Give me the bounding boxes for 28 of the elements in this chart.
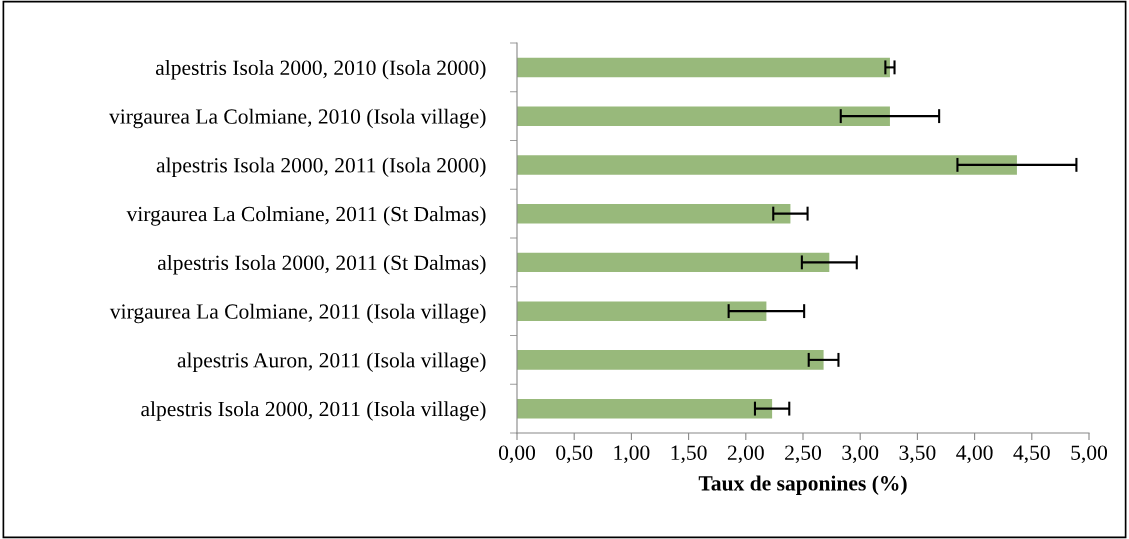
x-tick-label: 0,00	[498, 445, 536, 464]
y-tick-label: alpestris Isola 2000, 2011 (St Dalmas)	[157, 254, 486, 275]
y-tick-label: alpestris Isola 2000, 2011 (Isola village)	[141, 401, 486, 421]
x-tick-label: 1,50	[671, 445, 707, 464]
bar	[517, 252, 830, 273]
y-tick-label: virgaurea La Colmiane, 2010 (Isola village)	[109, 108, 486, 129]
x-tick-label: 3,00	[842, 445, 879, 464]
bar	[517, 57, 890, 78]
y-tick-label: alpestris Auron, 2011 (Isola village)	[177, 352, 486, 372]
x-tick-label: 4,50	[1013, 445, 1050, 464]
x-tick-label: 2,50	[785, 445, 822, 464]
bar	[517, 155, 1017, 175]
x-tick-label: 1,00	[614, 445, 650, 464]
x-tick-label: 2,00	[727, 445, 764, 464]
x-axis-title: Taux de saponines (%)	[698, 475, 907, 495]
y-tick-label: virgaurea La Colmiane, 2011 (Isola village)	[109, 303, 486, 324]
bar	[517, 203, 791, 224]
y-tick-label: virgaurea La Colmiane, 2011 (St Dalmas)	[126, 206, 486, 226]
bar	[517, 106, 890, 126]
bar	[517, 398, 773, 419]
bar	[517, 350, 824, 370]
x-tick-label: 3,50	[899, 445, 936, 464]
y-tick-label: alpestris Isola 2000, 2011 (Isola 2000)	[156, 157, 486, 177]
x-tick-label: 4,00	[956, 445, 993, 464]
x-tick-label: 5,00	[1071, 445, 1108, 464]
y-tick-label: alpestris Isola 2000, 2010 (Isola 2000)	[155, 59, 486, 80]
bar	[517, 301, 767, 321]
x-tick-label: 0,50	[556, 445, 593, 464]
